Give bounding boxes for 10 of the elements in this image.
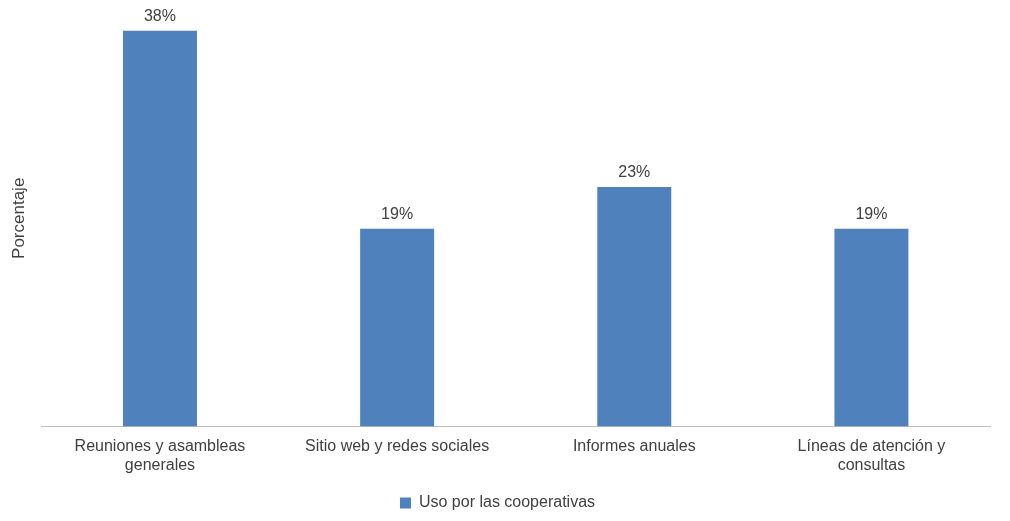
- x-tick-label: Líneas de atención y consultas: [797, 436, 946, 473]
- x-tick-label: Reuniones y asambleas generales: [74, 436, 246, 473]
- legend-label: Uso por las cooperativas: [418, 493, 596, 511]
- x-tick-label: Informes anuales: [572, 436, 696, 454]
- y-axis-title: Porcentaje: [8, 177, 28, 259]
- data-label: 38%: [143, 7, 176, 25]
- x-tick-label: Sitio web y redes sociales: [305, 436, 490, 454]
- data-label: 23%: [618, 163, 651, 181]
- data-label: 19%: [855, 205, 888, 223]
- data-label: 19%: [381, 205, 414, 223]
